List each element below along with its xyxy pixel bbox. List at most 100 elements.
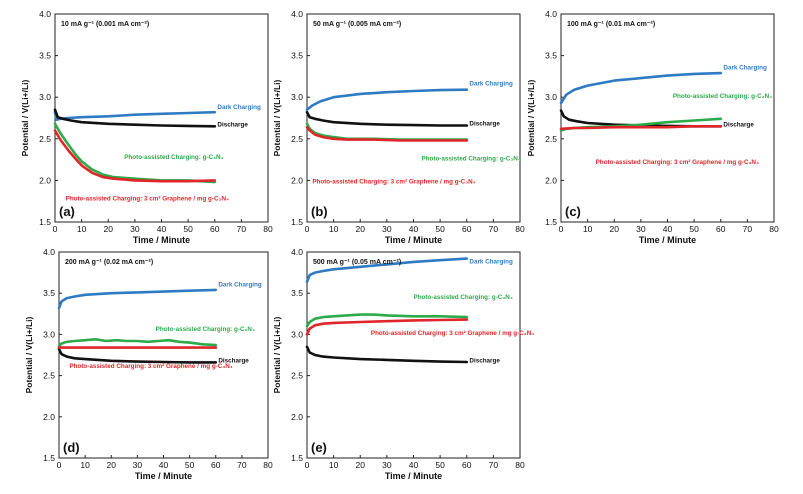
x-tick-label: 10 [329,224,339,234]
series-annotation: Photo-assisted Charging: g-C₃N₄ [124,154,223,161]
x-tick-label: 0 [559,224,564,234]
x-tick-label: 30 [382,460,392,470]
y-tick-label: 2.5 [545,134,557,144]
panel-title: 10 mA g⁻¹ (0.001 mA cm⁻²) [61,21,149,28]
x-tick-label: 30 [636,224,646,234]
x-axis-title: Time / Minute [135,471,192,481]
x-tick-label: 10 [329,460,339,470]
series-line-photo-assisted-charging-g-c3n4 [57,337,218,348]
chart-panel-3: 0 10 20 30 40 50 60 70 80 1.5 2.0 2.5 3.0 3.5 4.0 Time … [526,9,779,245]
series-line-photo-assisted-charging-g-c3n4 [305,313,469,328]
series-line-dark-charging [53,110,217,121]
series-annotation: Photo-assisted Charging: g-C₃N₄ [421,155,520,162]
series-line-discharge [53,108,217,128]
series-annotation: Dark Charging [217,104,261,111]
series-annotation: Photo-assisted Charging: g-C₃N₄ [156,326,255,333]
series-line-dark-charging [305,257,469,284]
panel-title: 50 mA g⁻¹ (0.005 mA cm⁻²) [313,21,401,28]
series-annotation: Discharge [217,121,248,128]
y-tick-label: 3.5 [291,288,303,298]
panel-label: (c) [565,204,581,219]
x-tick-label: 30 [382,224,392,234]
y-tick-label: 1.5 [545,217,557,227]
x-tick-label: 0 [57,460,62,470]
series-annotation: Photo-assisted Charging: 3 cm² Graphene … [371,330,534,337]
x-tick-label: 20 [610,224,620,234]
x-axis-title: Time / Minute [639,235,696,245]
y-tick-label: 1.5 [43,453,55,463]
panel-title: 100 mA g⁻¹ (0.01 mA cm⁻²) [567,21,655,28]
panel-label: (a) [59,204,75,219]
x-tick-label: 60 [211,460,221,470]
y-tick-label: 3.5 [43,288,55,298]
series-annotation: Discharge [469,357,500,364]
x-axis-title: Time / Minute [385,471,442,481]
y-tick-label: 3.0 [291,92,303,102]
series-annotation: Photo-assisted Charging: 3 cm² Graphene … [312,179,475,186]
x-tick-label: 0 [305,460,310,470]
x-tick-label: 10 [80,460,90,470]
y-axis-title: Potential / V(Li+/Li) [272,316,282,393]
series-line-dark-charging [559,71,723,105]
y-tick-label: 2.0 [39,175,51,185]
y-tick-label: 4.0 [39,9,51,19]
y-tick-label: 4.0 [545,9,557,19]
y-tick-label: 2.0 [291,412,303,422]
series-annotation: Discharge [723,121,754,128]
y-tick-label: 3.0 [39,92,51,102]
series-annotation: Photo-assisted Charging: 3 cm² Graphene … [69,363,232,370]
x-tick-label: 10 [77,224,87,234]
y-tick-label: 1.5 [39,217,51,227]
y-tick-label: 3.5 [39,51,51,61]
x-tick-label: 70 [237,224,247,234]
x-tick-label: 50 [435,224,445,234]
y-tick-label: 1.5 [291,217,303,227]
y-axis-title: Potential / V(Li+/Li) [272,79,282,156]
x-tick-label: 50 [185,460,195,470]
y-tick-label: 4.0 [291,247,303,257]
series-annotation: Discharge [218,357,249,364]
y-tick-label: 2.5 [291,134,303,144]
x-tick-label: 0 [53,224,58,234]
panel-label: (e) [311,440,327,455]
x-axis-title: Time / Minute [385,235,442,245]
x-tick-label: 20 [356,460,366,470]
x-tick-label: 50 [183,224,193,234]
plot-frame [306,251,521,459]
y-tick-label: 3.5 [545,51,557,61]
x-tick-label: 80 [263,224,273,234]
series-line-photo-assisted-charging-3-cm-graphene-mg-g-c3n4 [559,125,723,131]
series-line-photo-assisted-charging-3-cm-graphene-mg-g-c3n4 [305,125,469,142]
series-line-discharge [305,110,469,127]
y-tick-label: 2.5 [291,371,303,381]
x-tick-label: 40 [157,224,167,234]
y-tick-label: 2.5 [39,134,51,144]
series-annotation: Dark Charging [469,81,513,88]
x-tick-label: 40 [663,224,673,234]
plot-frame [560,13,775,223]
y-tick-label: 2.0 [43,412,55,422]
series-annotation: Photo-assisted Charging: g-C₃N₄ [673,93,772,100]
y-tick-label: 2.5 [43,371,55,381]
chart-panel-2: 0 10 20 30 40 50 60 70 80 1.5 2.0 2.5 3.0 3.5 4.0 Time … [272,9,525,245]
series-line-photo-assisted-charging-3-cm-graphene-mg-g-c3n4 [305,318,469,336]
series-annotation: Discharge [469,120,500,127]
series-line-discharge [305,345,469,364]
x-tick-label: 30 [133,460,143,470]
x-tick-label: 40 [409,460,419,470]
y-axis-title: Potential / V(Li+/Li) [20,79,30,156]
series-annotation: Dark Charging [469,259,513,266]
x-tick-label: 0 [305,224,310,234]
x-tick-label: 40 [409,224,419,234]
plot-frame [306,13,521,223]
series-annotation: Dark Charging [218,282,262,289]
x-tick-label: 70 [237,460,247,470]
y-tick-label: 4.0 [291,9,303,19]
series-line-photo-assisted-charging-3-cm-graphene-mg-g-c3n4 [53,129,217,183]
series-annotation: Dark Charging [723,65,767,72]
x-axis-title: Time / Minute [133,235,190,245]
x-tick-label: 60 [462,460,472,470]
x-tick-label: 20 [104,224,114,234]
x-tick-label: 60 [210,224,220,234]
